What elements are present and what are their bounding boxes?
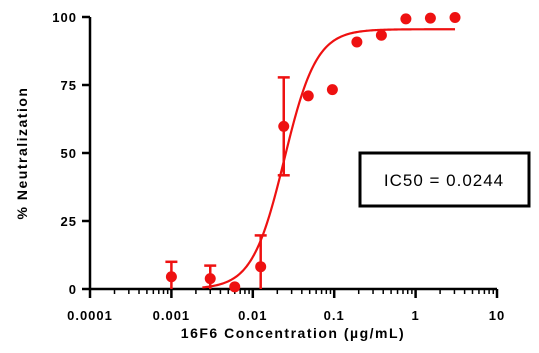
data-point	[278, 120, 290, 132]
x-tick-label: 0.01	[238, 308, 267, 323]
fit-curve	[202, 28, 456, 289]
x-tick-label: 10	[489, 308, 505, 323]
data-point	[165, 271, 177, 283]
x-tick-label: 0.001	[153, 308, 191, 323]
x-ticks: 0.0001 0.001 0.01 0.1 1 10	[67, 289, 505, 323]
data-point	[351, 36, 363, 48]
data-points-layer	[165, 12, 461, 293]
data-point	[424, 12, 436, 24]
data-point	[400, 13, 412, 25]
data-point	[375, 29, 387, 41]
data-point	[204, 273, 216, 285]
x-tick-label: 0.1	[324, 308, 345, 323]
data-point	[326, 84, 338, 96]
x-axis-title: 16F6 Concentration (µg/mL)	[181, 325, 405, 341]
y-tick-label: 100	[52, 10, 77, 25]
y-tick-label: 25	[61, 214, 77, 229]
y-tick-label: 0	[69, 282, 77, 297]
ic50-annotation-box: IC50 = 0.0244	[358, 151, 531, 208]
y-tick-label: 50	[61, 146, 77, 161]
y-ticks: 0 25 50 75 100	[52, 10, 90, 297]
ic50-annotation-text: IC50 = 0.0244	[384, 171, 504, 190]
y-axis-title: % Neutralization	[14, 87, 30, 220]
data-point	[302, 90, 314, 102]
data-point	[449, 12, 461, 24]
x-tick-label: 1	[411, 308, 419, 323]
data-point	[255, 261, 267, 273]
x-tick-label: 0.0001	[67, 308, 113, 323]
y-tick-label: 75	[61, 78, 77, 93]
data-point	[229, 281, 241, 293]
fit-curve-layer	[202, 28, 456, 289]
error-bars-layer	[165, 76, 290, 289]
